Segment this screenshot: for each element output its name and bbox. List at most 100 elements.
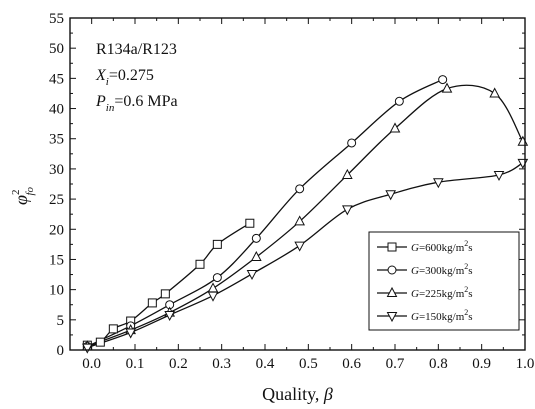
y-axis-label-subscript: fo	[24, 186, 36, 195]
data-point	[441, 82, 453, 93]
legend-label-var: G	[411, 311, 419, 323]
x-tick-label: 0.4	[256, 356, 275, 372]
pressure-annotation-sub: in	[106, 102, 115, 114]
data-point	[438, 75, 448, 85]
data-point	[493, 170, 505, 182]
x-tick-label: 0.3	[212, 356, 231, 372]
legend: G=600kg/m2sG=300kg/m2sG=225kg/m2sG=150kg…	[368, 231, 520, 331]
y-tick-label: 15	[49, 252, 64, 268]
data-point	[347, 138, 357, 148]
x-tick-label: 0.1	[126, 356, 145, 372]
y-tick-labels: 0 5 10 15 20 25 30 35 40 45 50 55	[49, 11, 64, 359]
data-point	[251, 233, 261, 243]
data-point	[207, 291, 219, 302]
series-line	[87, 84, 524, 347]
pressure-annotation-var: P	[95, 93, 106, 110]
x-tick-label: 0.0	[82, 356, 101, 372]
legend-label: G=225kg/m2s	[411, 285, 473, 300]
legend-label-text: =150kg/m	[419, 311, 465, 323]
quality-annotation-var: X	[95, 67, 107, 84]
x-tick-label: 0.6	[342, 356, 361, 372]
legend-label-text: =225kg/m	[419, 288, 465, 300]
x-axis-label-text: Quality,	[262, 384, 324, 404]
legend-label: G=600kg/m2s	[411, 239, 473, 254]
data-point	[342, 205, 353, 216]
data-point	[517, 135, 529, 146]
legend-label-text: =300kg/m	[419, 265, 465, 277]
y-tick-label: 55	[49, 11, 64, 27]
data-point	[295, 184, 305, 194]
data-point	[245, 218, 255, 228]
legend-label-suffix: s	[468, 311, 472, 323]
y-tick-label: 40	[49, 102, 64, 118]
legend-label: G=300kg/m2s	[411, 262, 473, 277]
data-point	[82, 343, 93, 354]
quality-annotation-sub: i	[106, 76, 109, 88]
y-axis-label-symbol: φ	[11, 195, 31, 205]
fluid-annotation-text: R134a/R123	[96, 41, 177, 58]
legend-label-sup: 2	[464, 285, 468, 294]
data-point	[125, 328, 136, 339]
x-tick-label: 1.0	[516, 356, 535, 372]
legend-label-suffix: s	[468, 242, 472, 254]
data-point	[489, 87, 500, 98]
legend-marker	[386, 286, 398, 297]
data-point	[294, 215, 305, 226]
data-point	[95, 337, 105, 347]
legend-label-suffix: s	[468, 288, 472, 300]
x-tick-label: 0.8	[429, 356, 448, 372]
plot-frame	[69, 17, 526, 351]
data-point	[385, 190, 396, 201]
x-tick-label: 0.5	[299, 356, 318, 372]
x-tick-label: 0.2	[169, 356, 188, 372]
data-point	[147, 298, 157, 308]
y-tick-label: 25	[49, 192, 64, 208]
y-tick-label: 45	[49, 71, 64, 87]
y-tick-label: 30	[49, 162, 64, 178]
legend-label-var: G	[411, 288, 419, 300]
data-point	[212, 239, 222, 249]
fluid-annotation: R134a/R123	[96, 41, 177, 58]
legend-label-sup: 2	[464, 262, 468, 271]
x-tick-labels: 0.0 0.1 0.2 0.3 0.4 0.5 0.6 0.7 0.8 0.9 1.0	[82, 356, 534, 372]
data-point	[433, 178, 444, 189]
pressure-annotation: Pin=0.6 MPa	[95, 93, 178, 114]
legend-label-var: G	[411, 242, 419, 254]
data-point	[160, 289, 170, 299]
data-point	[246, 269, 258, 281]
x-axis-label: Quality, β	[262, 384, 333, 404]
y-axis-label: φ2 fo	[10, 186, 36, 205]
legend-label-text: =600kg/m	[419, 242, 465, 254]
data-point	[108, 324, 118, 334]
y-axis-label-superscript: 2	[10, 190, 22, 196]
data-point	[207, 282, 219, 293]
y-tick-label: 5	[57, 313, 65, 329]
data-point	[342, 168, 353, 179]
y-tick-label: 0	[57, 343, 65, 359]
condition-annotations: R134a/R123 Xi=0.275 Pin=0.6 MPa	[95, 41, 178, 114]
x-tick-label: 0.7	[386, 356, 405, 372]
y-tick-label: 35	[49, 132, 64, 148]
legend-label-sup: 2	[464, 308, 468, 317]
legend-label: G=150kg/m2s	[411, 308, 473, 323]
legend-marker	[387, 242, 397, 252]
y-tick-label: 50	[49, 41, 64, 57]
legend-label-suffix: s	[468, 265, 472, 277]
legend-label-sup: 2	[464, 239, 468, 248]
data-point	[389, 122, 401, 133]
data-point	[212, 273, 222, 283]
legend-label-var: G	[411, 265, 419, 277]
quality-annotation: Xi=0.275	[95, 67, 154, 88]
legend-marker	[386, 312, 398, 323]
data-point	[195, 259, 205, 269]
data-point	[294, 241, 305, 252]
data-point	[394, 96, 404, 106]
data-point	[251, 250, 262, 262]
data-point	[164, 310, 175, 322]
legend-marker	[387, 265, 397, 275]
x-tick-label: 0.9	[472, 356, 491, 372]
quality-annotation-value: =0.275	[109, 67, 154, 84]
y-tick-label: 20	[49, 222, 64, 238]
x-axis-label-symbol: β	[323, 384, 333, 404]
